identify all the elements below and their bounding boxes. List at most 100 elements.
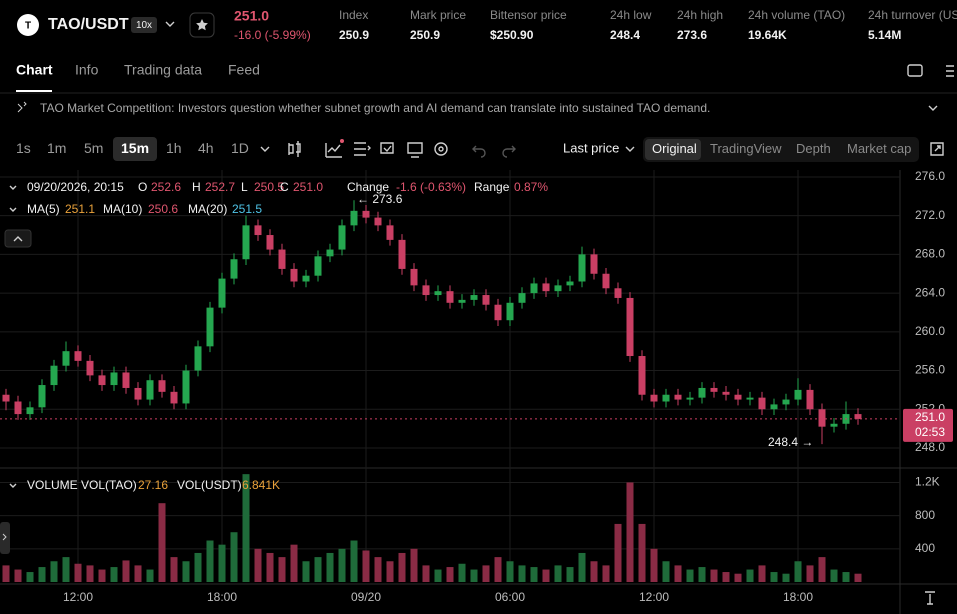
candle-body [170,391,178,404]
volume-bar [86,565,94,582]
layout-icon[interactable] [907,64,923,77]
volume-title: VOLUME [27,478,78,492]
ohlc-value: 252.6 [151,180,181,194]
price-source[interactable]: Last price [563,140,619,155]
volume-bar [830,569,838,582]
stats: Index 250.9 Mark price 250.9 Bittensor price… [339,8,957,42]
candle-body [182,370,190,404]
y-tick-label: 256.0 [915,363,945,377]
volume-bars [2,474,862,582]
volume-bar [530,567,538,582]
volume-bar [170,557,178,582]
ma-value: 251.1 [65,202,95,216]
countdown: 02:53 [915,425,945,439]
candle-body [2,394,10,402]
stat-value: 5.14M [868,28,901,42]
template-icon[interactable] [380,142,394,154]
volume-collapse[interactable] [9,483,17,488]
stat-value: 250.9 [410,28,440,42]
fullscreen-icon[interactable] [930,142,944,156]
tab[interactable]: Info [75,62,99,78]
candle-body [434,291,442,296]
candle-body [542,283,550,292]
collapse-icon [13,236,23,242]
candle-body [410,268,418,286]
settings-icon[interactable] [434,142,448,156]
ohlc-value: 251.0 [293,180,323,194]
candle-body [686,397,694,400]
y-tick-label: 268.0 [915,247,945,261]
volume-bar [854,573,862,582]
candle-body [566,281,574,286]
volume-bar [2,565,10,582]
interval: 4h [198,140,214,156]
candle-body [218,278,226,308]
stat-value: 19.64K [748,28,787,42]
favorite[interactable] [189,12,215,38]
volume-bar [482,565,490,582]
last-price-tag-text: 251.0 [915,410,945,424]
candle-body [122,372,130,388]
candle-body [746,397,754,400]
candle-body [506,302,514,321]
view[interactable]: TradingView [710,141,782,156]
candle-type-icon[interactable] [288,141,301,157]
volume-bar [362,550,370,582]
logo-text: T [25,21,31,32]
volume-bar [614,523,622,582]
ma-legend: MA(5) 251.1 MA(10) 250.6 MA(20) 251.5 [27,202,262,216]
volume-bar [662,561,670,582]
volume-bar [266,552,274,582]
ohlc-label: L [241,180,248,194]
indicator-icon[interactable] [325,143,342,158]
volume-bar [74,563,82,582]
stat-label: 24h low [610,8,652,22]
ohlc-label: C [280,180,289,194]
view[interactable]: Depth [796,141,831,156]
volume-bar [146,569,154,582]
candle-body [134,387,142,400]
view[interactable]: Market cap [847,141,911,156]
pair[interactable]: TAO/USDT [48,16,129,33]
leverage: 10x [136,20,152,31]
candle-body [98,375,106,386]
undo-icon[interactable] [472,145,486,158]
tab[interactable]: Trading data [124,62,202,78]
ohlc-value: 0.87% [514,180,548,194]
volume-bar [386,561,394,582]
tab[interactable]: Feed [228,62,260,78]
alert-icon[interactable] [407,142,423,158]
volume-bar [818,557,826,582]
x-tick-label: 18:00 [207,590,237,604]
y-tick-label: 400 [915,541,935,555]
stat-label: 24h high [677,8,723,22]
legend-collapse[interactable] [9,185,17,190]
x-tick-label: 09/20 [351,590,381,604]
ma-value: 250.6 [148,202,178,216]
tab[interactable]: Chart [16,62,53,78]
volume-bar [638,523,646,582]
y-tick-label: 264.0 [915,285,945,299]
pair-dropdown[interactable] [165,21,175,27]
interval-dropdown[interactable] [260,146,270,152]
ma-collapse[interactable] [9,207,17,212]
volume-bar [410,548,418,582]
drawing-icon[interactable] [354,142,371,156]
candle-body [206,307,214,347]
volume-bar [278,557,286,582]
menu-icon[interactable] [946,65,954,77]
collapse-button[interactable] [4,229,32,248]
redo-icon[interactable] [502,145,516,158]
candle-body [602,273,610,289]
candle-body [758,397,766,410]
candle-body [650,394,658,402]
candle-body [698,387,706,398]
price-source-dropdown[interactable] [625,146,635,152]
banner-expand[interactable] [928,105,938,111]
scale-icon[interactable] [925,591,935,605]
ma-value: 251.5 [232,202,262,216]
candle-body [854,414,862,419]
view[interactable]: Original [652,141,697,156]
banner[interactable]: TAO Market Competition: Investors questi… [40,101,710,115]
candle-body [578,254,586,282]
